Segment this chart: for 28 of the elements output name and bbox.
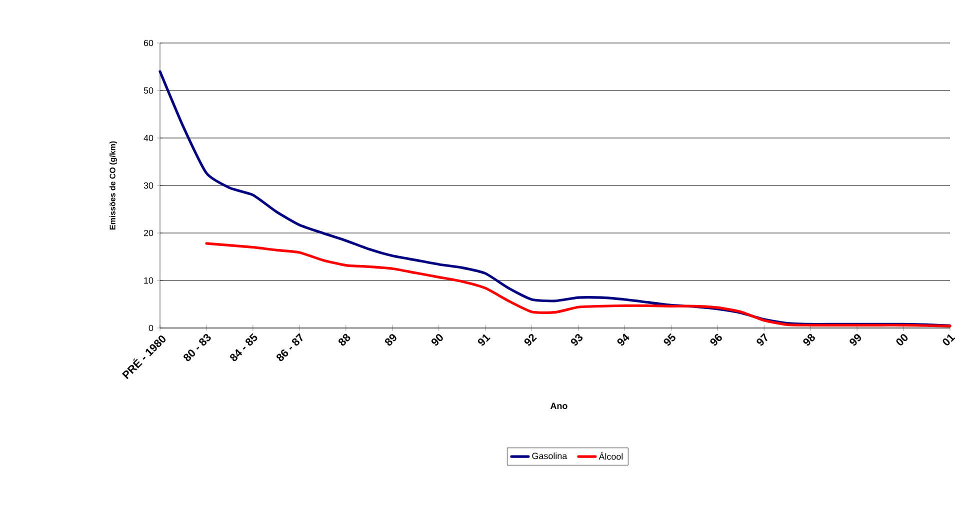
x-tick-label: 89 bbox=[384, 334, 396, 346]
x-tick-label: 86 - 87 bbox=[276, 333, 303, 362]
x-tick-label: 97 bbox=[756, 333, 768, 346]
y-tick-label: 30 bbox=[144, 182, 154, 189]
x-axis-title: Ano bbox=[550, 402, 568, 410]
y-tick-label: 10 bbox=[144, 277, 154, 284]
x-tick-label: 96 bbox=[710, 334, 722, 346]
x-tick-label: 90 bbox=[431, 334, 443, 346]
x-tick-label: 92 bbox=[524, 334, 537, 346]
legend-label: Gasolina bbox=[532, 452, 568, 460]
x-tick-label: 91 bbox=[478, 334, 490, 346]
y-tick-label: 20 bbox=[144, 230, 154, 236]
y-tick-label: 40 bbox=[144, 134, 154, 142]
legend-label: Álcool bbox=[598, 452, 623, 460]
x-tick-label: 94 bbox=[617, 334, 630, 346]
y-tick-label: 0 bbox=[148, 324, 154, 332]
y-tick-label: 60 bbox=[144, 40, 154, 46]
x-tick-label: 80 - 83 bbox=[184, 334, 211, 362]
y-tick-label: 50 bbox=[144, 87, 154, 94]
x-tick-label: 01 bbox=[942, 334, 956, 346]
x-tick-label: 84 - 85 bbox=[230, 333, 258, 362]
x-tick-label: 88 bbox=[338, 334, 350, 346]
x-tick-label: 95 bbox=[664, 333, 676, 346]
x-tick-label: 93 bbox=[570, 334, 583, 346]
x-tick-label: 00 bbox=[896, 334, 908, 346]
line-series bbox=[205, 242, 952, 328]
x-tick-label: 99 bbox=[850, 334, 862, 346]
x-tick-label: 98 bbox=[803, 334, 815, 346]
